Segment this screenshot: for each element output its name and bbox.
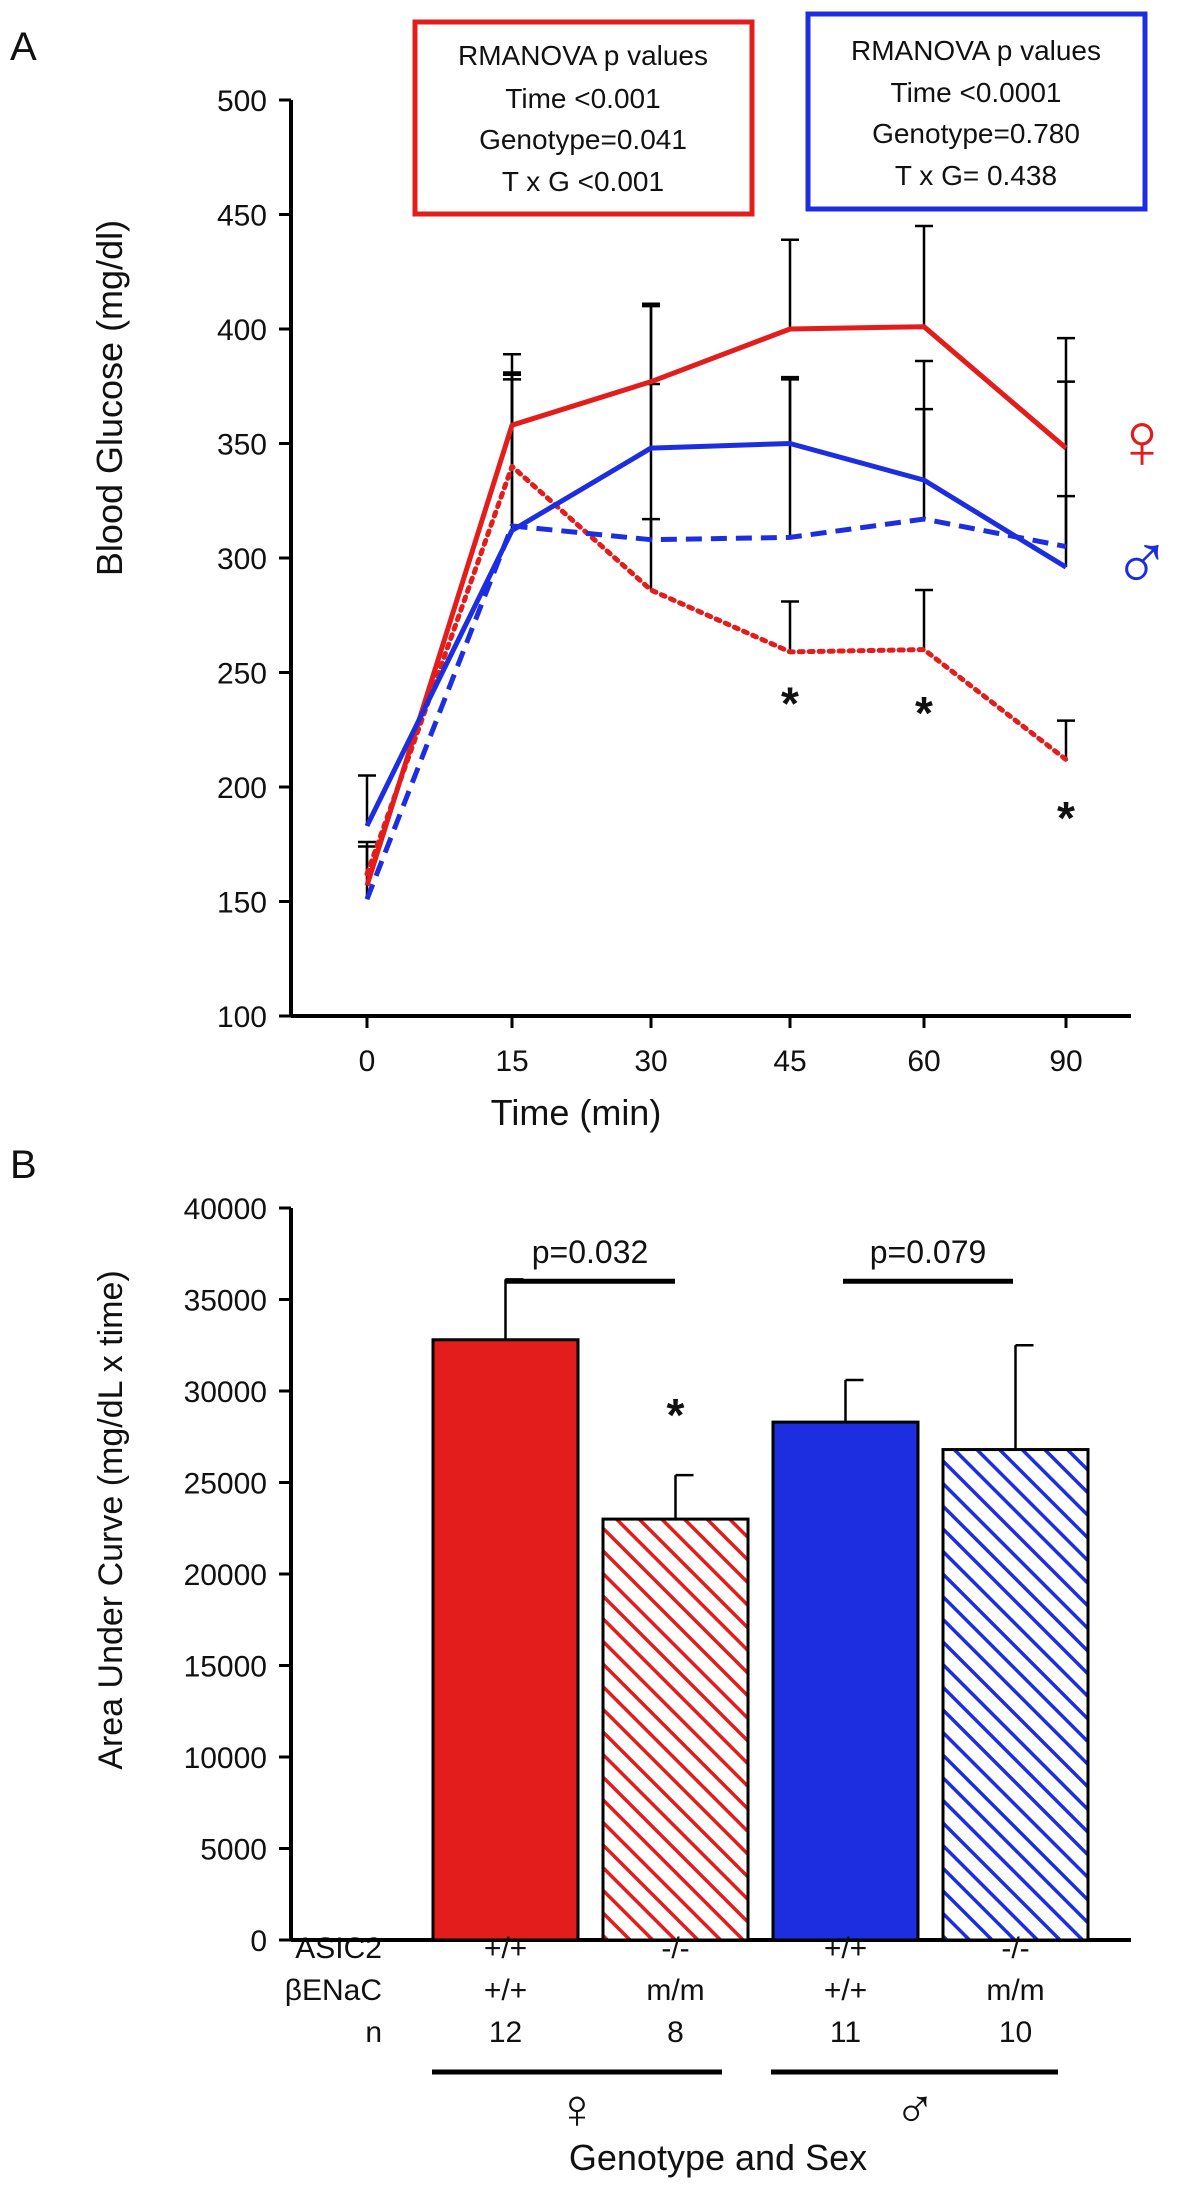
series-line-female-dotted — [364, 463, 1069, 877]
bar-n-label: 8 — [667, 2016, 684, 2049]
series-line-male-dashed — [364, 516, 1067, 901]
panel-a-x-tick-label: 0 — [359, 1045, 376, 1078]
panel-b-y-tick-label: 15000 — [184, 1651, 267, 1684]
panel-b-y-tick-label: 40000 — [184, 1193, 267, 1226]
female-group-symbol: ♀ — [556, 2077, 598, 2140]
panel-a-x-tick-label: 15 — [495, 1045, 528, 1078]
row-label-asic2: ASIC2 — [295, 1932, 382, 1965]
panel-a-y-tick-label: 350 — [217, 429, 267, 462]
bar-benac-label: m/m — [646, 1974, 704, 2007]
panel-b-bars — [431, 1278, 1090, 1942]
stat-box-female-line: Genotype=0.041 — [479, 124, 687, 155]
panel-a-error-bars — [358, 224, 1075, 900]
bar-benac-label: +/+ — [484, 1974, 527, 2007]
bar-asic2-label: -/- — [661, 1932, 689, 1965]
male-symbol: ♂ — [1112, 518, 1172, 607]
comparison-p-value: p=0.032 — [532, 1234, 649, 1270]
row-label-benac: βENaC — [285, 1974, 382, 2007]
bar-asic2-label: -/- — [1001, 1932, 1029, 1965]
stat-box-male-line: T x G= 0.438 — [895, 160, 1057, 191]
stat-box-male-line: Genotype=0.780 — [872, 118, 1080, 149]
panel-a-y-tick-label: 150 — [217, 887, 267, 920]
bar-female-hatched — [601, 1517, 750, 1942]
panel-a-x-tick-label: 60 — [907, 1045, 940, 1078]
significance-asterisk: * — [915, 687, 933, 739]
row-label-n: n — [365, 2016, 382, 2049]
bar-benac-label: +/+ — [824, 1974, 867, 2007]
female-symbol: ♀ — [1112, 396, 1172, 485]
stat-box-male-line: Time <0.0001 — [891, 77, 1062, 108]
stat-box-female-line: Time <0.001 — [505, 83, 660, 114]
panel-a-series — [364, 324, 1069, 901]
stat-box-female: RMANOVA p values Time <0.001 Genotype=0.… — [412, 19, 755, 217]
panel-b-y-tick-label: 25000 — [184, 1468, 267, 1501]
panel-b-y-tick-label: 10000 — [184, 1742, 267, 1775]
stat-box-female-line: T x G <0.001 — [502, 166, 664, 197]
bar-asic2-label: +/+ — [484, 1932, 527, 1965]
panel-a-axes: 100 150 200 250 300 350 400 450 500 0 15 30 45 60 90 — [217, 85, 1131, 1078]
bar-n-label: 12 — [489, 2016, 522, 2049]
panel-a-y-tick-label: 250 — [217, 658, 267, 691]
panel-a-x-tick-label: 45 — [773, 1045, 806, 1078]
panel-a-label: A — [10, 25, 37, 69]
panel-a-y-tick-label: 300 — [217, 543, 267, 576]
panel-a-x-tick-label: 90 — [1049, 1045, 1082, 1078]
panel-b-axes: 0 5000 10000 15000 20000 25000 30000 35000 40000 — [184, 1193, 1131, 1958]
panel-a-y-tick-label: 200 — [217, 772, 267, 805]
significance-asterisk: * — [1057, 792, 1075, 844]
bar-benac-label: m/m — [986, 1974, 1044, 2007]
bar-male-hatched — [941, 1448, 1090, 1942]
panel-b-comparisons: p=0.032 p=0.079 * — [505, 1234, 1013, 1441]
panel-b-y-tick-label: 35000 — [184, 1285, 267, 1318]
series-line-female-solid — [364, 324, 1068, 887]
panel-a-x-axis-title: Time (min) — [491, 1092, 662, 1133]
significance-asterisk: * — [667, 1389, 685, 1441]
significance-asterisk: * — [781, 678, 799, 730]
stat-box-female-line: RMANOVA p values — [458, 40, 708, 71]
panel-a-x-tick-label: 30 — [634, 1045, 667, 1078]
panel-a-y-axis-title: Blood Glucose (mg/dl) — [89, 220, 130, 576]
panel-b-genotype-labels: +/+ +/+ 12 -/- m/m 8 +/+ +/+ 11 -/- m/m 10 — [484, 1932, 1045, 2049]
stat-box-male-line: RMANOVA p values — [851, 35, 1101, 66]
panel-b-y-tick-label: 0 — [250, 1925, 267, 1958]
stat-box-male: RMANOVA p values Time <0.0001 Genotype=0… — [805, 11, 1148, 212]
panel-b-label: B — [10, 1143, 37, 1187]
panel-a-y-tick-label: 400 — [217, 314, 267, 347]
bar-n-label: 10 — [999, 2016, 1032, 2049]
panel-b-y-tick-label: 30000 — [184, 1376, 267, 1409]
series-line-male-solid — [364, 441, 1068, 828]
panel-b-y-tick-label: 20000 — [184, 1559, 267, 1592]
panel-a-asterisks: * * * — [781, 678, 1075, 845]
panel-a-y-tick-label: 100 — [217, 1001, 267, 1034]
panel-b-x-axis-title: Genotype and Sex — [569, 2137, 867, 2178]
panel-a-y-tick-label: 500 — [217, 85, 267, 118]
panel-b-y-tick-label: 5000 — [200, 1834, 267, 1867]
bar-asic2-label: +/+ — [824, 1932, 867, 1965]
comparison-p-value: p=0.079 — [870, 1234, 987, 1270]
male-group-symbol: ♂ — [894, 2077, 936, 2140]
panel-b-y-axis-title: Area Under Curve (mg/dL x time) — [92, 1270, 130, 1769]
bar-female-solid — [431, 1338, 580, 1942]
bar-n-label: 11 — [830, 2016, 861, 2049]
bar-male-solid — [771, 1420, 920, 1942]
panel-a-y-tick-label: 450 — [217, 200, 267, 233]
